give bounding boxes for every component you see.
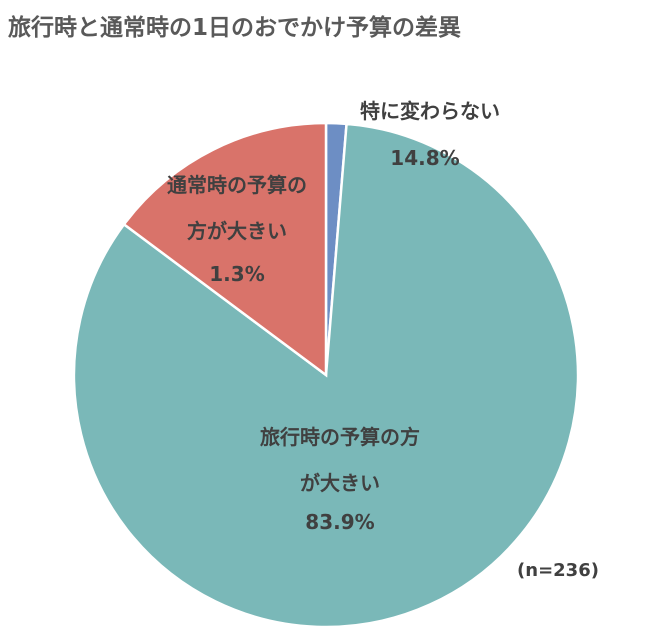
value-label: 14.8% <box>390 146 460 170</box>
value-label: 83.9% <box>305 510 375 534</box>
sample-note: (n=236) <box>517 560 599 581</box>
category-label: 旅行時の予算の方が大きい <box>260 425 420 495</box>
pie-slice <box>122 121 328 378</box>
category-label: 通常時の予算の方が大きい <box>167 173 307 243</box>
category-label: 特に変わらない <box>360 99 500 123</box>
chart-title: 旅行時と通常時の1日のおでかけ予算の差異 <box>8 15 462 41</box>
value-label: 1.3% <box>209 262 265 286</box>
